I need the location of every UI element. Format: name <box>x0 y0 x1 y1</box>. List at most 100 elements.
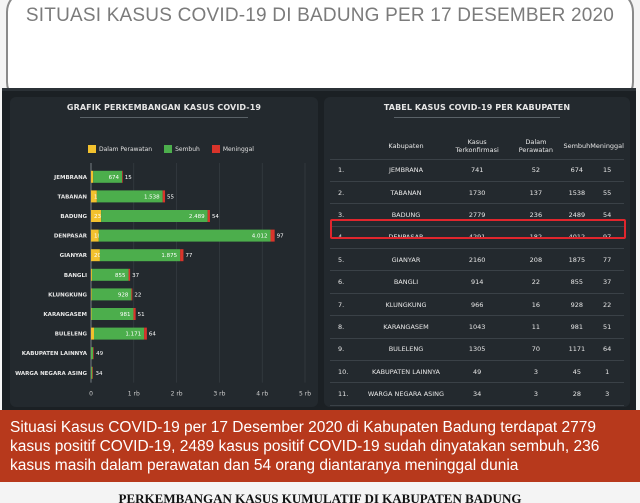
table-row: 6. BANGLI 914 22 855 37 <box>330 270 624 294</box>
bar-segment <box>144 327 147 340</box>
table-title-underline <box>394 117 560 118</box>
bar-segment <box>92 366 93 379</box>
table-cell: 15 <box>590 159 624 182</box>
table-header-cell: Kasus Terkonfirmasi <box>446 133 509 160</box>
bar-segment <box>207 210 210 222</box>
bar-segment <box>99 249 181 262</box>
table-cell: 64 <box>590 338 624 362</box>
table-row: 11. WARGA NEGARA ASING 34 3 28 3 <box>330 382 624 406</box>
bar-segment <box>180 249 184 262</box>
table-cell: 674 <box>563 159 591 182</box>
next-section: PERKEMBANGAN KASUS KUMULATIF DI KABUPATE… <box>0 482 640 503</box>
bar-segment <box>91 249 100 262</box>
table-cell: 2160 <box>446 248 509 272</box>
table-cell: 49 <box>446 360 509 384</box>
table-cell: 77 <box>590 248 624 272</box>
table-cell: TABANAN <box>366 181 446 205</box>
bar-data-label: 981 <box>120 312 131 318</box>
table-cell: BULELENG <box>366 338 446 362</box>
table-header-cell: Kabupaten <box>366 133 446 160</box>
table-cell: 70 <box>508 338 564 362</box>
bar-data-label: 2.489 <box>189 214 205 220</box>
table-cell: 3 <box>508 360 564 384</box>
legend-label: Dalam Perawatan <box>99 145 153 153</box>
bar-data-label: 674 <box>109 175 120 181</box>
bar-segment <box>91 210 102 222</box>
table-cell: 10. <box>330 360 366 384</box>
bar-segment <box>133 308 136 320</box>
table-header-cell: Sembuh <box>563 133 591 160</box>
table-row: 5. GIANYAR 2160 208 1875 77 <box>330 248 624 272</box>
table-cell: 1. <box>330 159 366 182</box>
table-cell: 45 <box>563 360 591 384</box>
table-cell: 1043 <box>446 315 509 339</box>
category-label: KABUPATEN LAINNYA <box>22 351 88 357</box>
bar-data-label: 15 <box>125 175 132 181</box>
bar-data-label: 22 <box>134 292 141 298</box>
table-cell: 1730 <box>446 181 509 205</box>
table-cell: 3 <box>508 382 564 406</box>
table-cell: 1305 <box>446 338 509 362</box>
table-cell: 22 <box>508 270 564 294</box>
table-cell: 6. <box>330 270 366 294</box>
legend-item: Dalam Perawatan <box>88 145 152 153</box>
bar-data-label: 55 <box>167 194 174 200</box>
chart-title: GRAFIK PERKEMBANGAN KASUS COVID-19 <box>66 103 262 112</box>
table-cell: 208 <box>508 248 564 272</box>
bar-segment <box>96 190 163 203</box>
bar-segment <box>91 308 92 320</box>
table-header-cell <box>330 133 366 160</box>
legend-item: Sembuh <box>164 145 200 153</box>
table-row: 7. KLUNGKUNG 966 16 928 22 <box>330 293 624 317</box>
x-tick-label: 4 rb <box>256 391 268 398</box>
table-cell: 914 <box>446 270 509 294</box>
table-cell: GIANYAR <box>366 248 446 272</box>
bar-data-label: 49 <box>96 351 103 357</box>
bar-data-label: 1.538 <box>144 194 160 200</box>
bar-segment <box>162 190 166 203</box>
table-cell: 55 <box>590 181 624 205</box>
table-row: 8. KARANGASEM 1043 11 981 51 <box>330 315 624 339</box>
table-cell: 3 <box>590 382 624 406</box>
bar-segment <box>91 308 134 320</box>
table-cell: 16 <box>508 293 564 317</box>
bar-data-label: 236 <box>94 214 105 220</box>
legend-swatch <box>211 145 220 153</box>
bar-data-label: 1.875 <box>161 253 177 259</box>
table-cell: 51 <box>590 315 624 339</box>
category-label: BADUNG <box>60 214 87 220</box>
table-panel: TABEL KASUS COVID-19 PER KABUPATEN Kabup… <box>324 97 630 407</box>
table-cell: 2. <box>330 181 366 205</box>
chart-legend: Dalam Perawatan Sembuh Meninggal <box>88 145 254 153</box>
table-cell: 11 <box>508 315 564 339</box>
category-label: BULELENG <box>55 332 88 338</box>
bar-data-label: 928 <box>118 292 129 298</box>
table-cell: 855 <box>563 270 591 294</box>
next-section-title: PERKEMBANGAN KASUS KUMULATIF DI KABUPATE… <box>118 491 522 503</box>
bar-data-label: 1.171 <box>125 332 141 338</box>
legend-item: Meninggal <box>211 145 254 153</box>
table-cell: WARGA NEGARA ASING <box>366 382 446 406</box>
x-tick-label: 0 <box>89 391 93 398</box>
table-cell: KARANGASEM <box>366 315 446 339</box>
bar-segment <box>91 288 92 301</box>
bar-segment <box>128 268 131 281</box>
table-cell: 28 <box>563 382 591 406</box>
bar-data-label: 97 <box>277 234 284 240</box>
legend-swatch <box>88 145 96 153</box>
category-label: GIANYAR <box>60 253 88 259</box>
bar-data-label: 855 <box>115 273 126 279</box>
bar-data-label: 37 <box>132 273 139 279</box>
table-cell: KABUPATEN LAINNYA <box>366 360 446 384</box>
table-cell: 37 <box>590 270 624 294</box>
bar-segment <box>98 229 271 242</box>
table-header-row: Kabupaten Kasus Terkonfirmasi Dalam Perawa… <box>330 133 624 160</box>
table-cell: JEMBRANA <box>366 159 446 182</box>
chart-panel: GRAFIK PERKEMBANGAN KASUS COVID-19 Dalam… <box>10 97 318 407</box>
table-header-cell: Dalam Perawatan <box>508 133 564 160</box>
table-cell: 1538 <box>563 181 591 205</box>
table-cell: 966 <box>446 293 509 317</box>
legend-label: Sembuh <box>175 145 200 153</box>
table-row: 2. TABANAN 1730 137 1538 55 <box>330 181 624 205</box>
category-label: KARANGASEM <box>43 312 87 318</box>
